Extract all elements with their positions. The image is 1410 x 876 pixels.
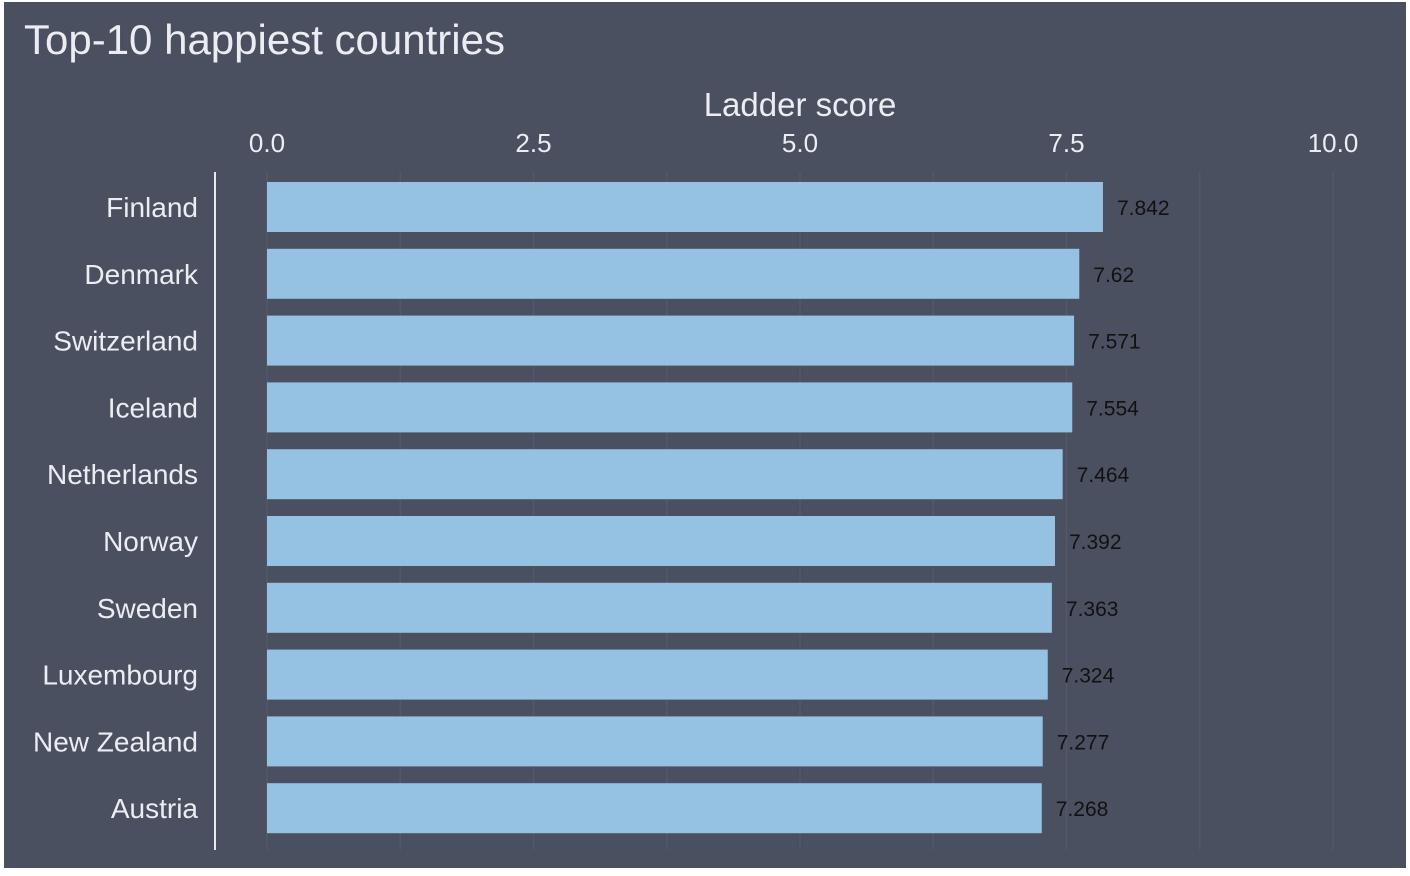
bar-austria bbox=[267, 783, 1042, 834]
value-label: 7.842 bbox=[1117, 197, 1170, 220]
bar-sweden bbox=[267, 582, 1052, 633]
category-label: New Zealand bbox=[33, 726, 198, 757]
category-label: Austria bbox=[111, 793, 199, 824]
value-labels: 7.842 7.62 7.571 7.554 7.464 7.392 7.363 7.324 7… bbox=[1056, 197, 1170, 821]
bar-chart: Ladder score 0.0 2.5 5.0 7.5 10.0 Finland Den… bbox=[33, 86, 1358, 850]
chart-title: Top-10 happiest countries bbox=[24, 16, 505, 63]
category-label: Sweden bbox=[97, 593, 198, 624]
category-label: Switzerland bbox=[53, 326, 198, 357]
bar-netherlands bbox=[267, 449, 1063, 500]
value-label: 7.363 bbox=[1066, 598, 1119, 621]
x-tick-label: 10.0 bbox=[1308, 128, 1359, 158]
category-label: Denmark bbox=[84, 259, 199, 290]
x-tick-label: 2.5 bbox=[515, 128, 551, 158]
value-label: 7.277 bbox=[1057, 731, 1110, 754]
category-labels: Finland Denmark Switzerland Iceland Netherla… bbox=[33, 192, 199, 824]
bar-iceland bbox=[267, 382, 1073, 433]
bar-new-zealand bbox=[267, 716, 1043, 767]
bar-luxembourg bbox=[267, 649, 1048, 700]
category-label: Netherlands bbox=[47, 459, 198, 490]
value-label: 7.554 bbox=[1086, 397, 1139, 420]
x-tick-label: 0.0 bbox=[249, 128, 285, 158]
x-tick-label: 5.0 bbox=[782, 128, 818, 158]
value-label: 7.464 bbox=[1077, 464, 1130, 487]
category-label: Finland bbox=[106, 192, 198, 223]
value-label: 7.324 bbox=[1062, 665, 1115, 688]
category-label: Luxembourg bbox=[42, 660, 198, 691]
bar-denmark bbox=[267, 248, 1080, 299]
x-tick-label: 7.5 bbox=[1048, 128, 1084, 158]
value-label: 7.571 bbox=[1088, 331, 1141, 354]
x-tick-labels: 0.0 2.5 5.0 7.5 10.0 bbox=[249, 128, 1358, 158]
value-label: 7.268 bbox=[1056, 798, 1109, 821]
x-axis-label: Ladder score bbox=[704, 86, 897, 123]
value-label: 7.62 bbox=[1093, 264, 1134, 287]
value-label: 7.392 bbox=[1069, 531, 1122, 554]
bar-norway bbox=[267, 516, 1055, 566]
bars bbox=[267, 182, 1103, 834]
category-label: Iceland bbox=[108, 392, 198, 423]
bar-switzerland bbox=[267, 315, 1075, 366]
bar-finland bbox=[267, 182, 1103, 232]
category-label: Norway bbox=[103, 526, 198, 557]
chart-panel: Top-10 happiest countries Ladder score 0… bbox=[4, 2, 1406, 868]
